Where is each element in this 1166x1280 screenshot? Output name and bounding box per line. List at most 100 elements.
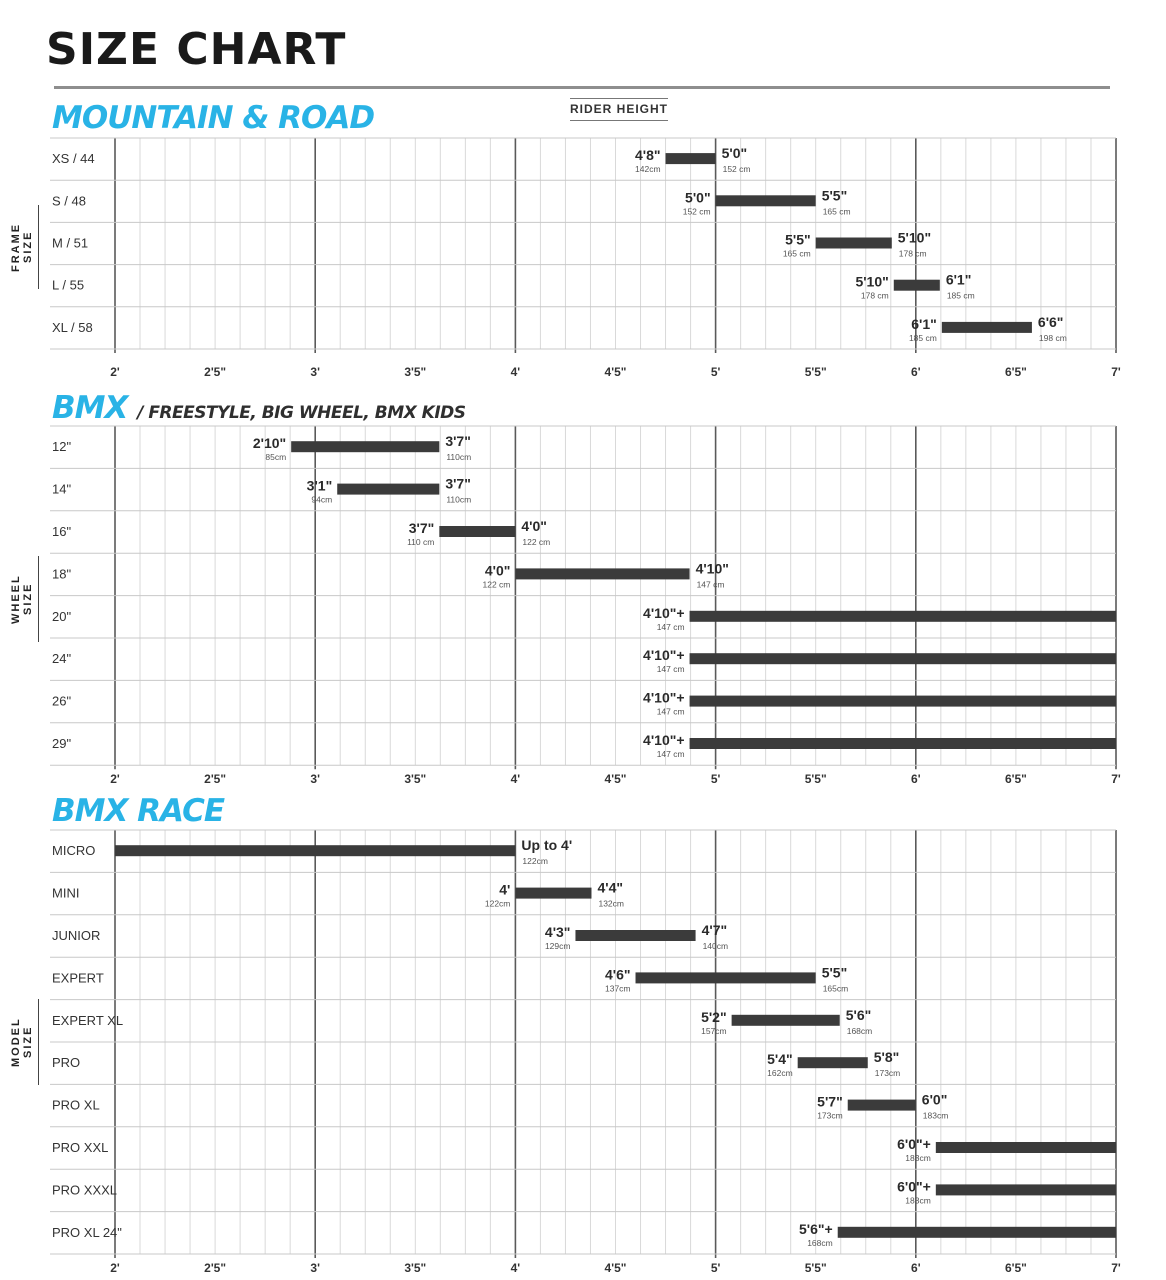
x-tick-label: 6' xyxy=(911,365,921,379)
range-start-label: 4' xyxy=(499,882,510,898)
range-bar xyxy=(715,195,816,207)
range-end-cm: 178 cm xyxy=(899,249,927,259)
range-end-label: 4'0" xyxy=(521,518,547,534)
x-tick-label: 4'5" xyxy=(605,1261,627,1275)
x-tick-label: 6'5" xyxy=(1005,772,1027,786)
range-end-cm: 110cm xyxy=(446,452,471,462)
section-title-bmx-race: BMX RACE xyxy=(52,793,225,829)
range-bar xyxy=(635,972,816,984)
x-tick-label: 3' xyxy=(310,365,320,379)
range-end-label: 5'6" xyxy=(846,1007,872,1023)
range-start-label: 2'10" xyxy=(253,435,286,451)
row-label: MINI xyxy=(52,886,79,901)
x-tick-label: 4' xyxy=(511,1261,521,1275)
range-end-cm: 165 cm xyxy=(823,206,851,216)
range-start-cm: 147 cm xyxy=(657,707,685,717)
row-label: L / 55 xyxy=(52,278,84,293)
x-tick-label: 4' xyxy=(511,772,521,786)
range-bar xyxy=(689,738,1116,749)
range-start-label: 5'2" xyxy=(701,1009,727,1025)
range-end-label: 5'8" xyxy=(874,1049,900,1065)
range-start-label: 3'7" xyxy=(409,520,435,536)
row-label: MICRO xyxy=(52,843,95,858)
range-bar xyxy=(689,695,1116,707)
range-start-label: 5'5" xyxy=(785,232,811,248)
range-start-cm: 142cm xyxy=(635,164,661,174)
x-tick-label: 5'5" xyxy=(805,365,827,379)
row-label: XS / 44 xyxy=(52,151,95,166)
range-end-cm: 132cm xyxy=(598,899,624,909)
range-bar xyxy=(689,653,1116,665)
row-label: PRO XL xyxy=(52,1098,100,1113)
x-tick-label: 2'5" xyxy=(204,365,226,379)
x-tick-label: 2' xyxy=(110,772,120,786)
x-tick-label: 5' xyxy=(711,1261,721,1275)
range-end-cm: 165cm xyxy=(823,983,849,993)
range-end-cm: 168cm xyxy=(847,1026,873,1036)
x-tick-label: 3'5" xyxy=(404,1261,426,1275)
chart-bmx-group: 2' 2'5" 3' 3'5" 4' 4'5" 5' 5'5" 6' 6'5" 7' 12" 2'10"… xyxy=(50,425,1121,786)
range-start-cm: 152 cm xyxy=(683,206,711,216)
range-end-label: 3'7" xyxy=(445,433,471,449)
chart-bmx-race-group: 2' 2'5" 3' 3'5" 4' 4'5" 5' 5'5" 6' 6'5" 7' MICRO Up … xyxy=(50,829,1121,1275)
range-bar xyxy=(941,321,1032,333)
range-start-label: 4'8" xyxy=(635,147,661,163)
range-start-cm: 183cm xyxy=(905,1153,931,1163)
x-tick-label: 6'5" xyxy=(1005,365,1027,379)
x-tick-label: 5'5" xyxy=(805,1261,827,1275)
range-bar xyxy=(115,845,516,857)
range-end-cm: 183cm xyxy=(923,1111,949,1121)
row-label: EXPERT XL xyxy=(52,1013,123,1028)
row-label: 16" xyxy=(52,524,71,539)
range-bar xyxy=(797,1057,868,1069)
x-tick-label: 7' xyxy=(1111,1261,1121,1275)
range-start-label: 5'0" xyxy=(685,189,711,205)
x-tick-label: 6' xyxy=(911,1261,921,1275)
range-bar xyxy=(575,930,696,941)
range-start-label: 5'7" xyxy=(817,1094,843,1110)
range-start-cm: 129cm xyxy=(545,941,571,951)
range-bar xyxy=(515,887,592,899)
range-end-label: 5'0" xyxy=(722,145,748,161)
range-end-cm: 122 cm xyxy=(522,537,550,547)
range-start-cm: 183cm xyxy=(905,1195,931,1205)
range-start-cm: 110 cm xyxy=(407,537,434,547)
section-subtitle-bmx: / FREESTYLE, BIG WHEEL, BMX KIDS xyxy=(137,403,466,423)
range-bar xyxy=(337,483,440,495)
range-start-cm: 165 cm xyxy=(783,249,811,259)
section-title-bmx: BMX / FREESTYLE, BIG WHEEL, BMX KIDS xyxy=(52,390,466,431)
x-tick-label: 2'5" xyxy=(204,772,226,786)
range-start-label: 6'0"+ xyxy=(897,1178,931,1194)
range-start-label: 6'1" xyxy=(911,316,937,332)
page-title: SIZE CHART xyxy=(46,24,347,75)
range-start-label: 6'0"+ xyxy=(897,1136,931,1152)
range-start-label: 4'10"+ xyxy=(643,605,685,621)
range-start-cm: 122 cm xyxy=(483,579,511,589)
row-label: 12" xyxy=(52,439,71,454)
row-label: 18" xyxy=(52,566,71,581)
x-tick-label: 6' xyxy=(911,772,921,786)
range-bar xyxy=(815,237,892,249)
x-tick-label: 2' xyxy=(110,365,120,379)
range-bar xyxy=(665,153,716,165)
section-title-bmx-main: BMX xyxy=(52,390,128,426)
range-start-cm: 168cm xyxy=(807,1238,833,1248)
range-end-label: 5'10" xyxy=(898,230,931,246)
title-divider xyxy=(54,86,1110,89)
x-tick-label: 2' xyxy=(110,1261,120,1275)
row-label: 14" xyxy=(52,482,71,497)
range-start-label: 4'0" xyxy=(485,562,511,578)
row-label: JUNIOR xyxy=(52,928,100,943)
range-end-label: 5'5" xyxy=(822,964,848,980)
x-tick-label: 3'5" xyxy=(404,772,426,786)
range-start-label: 5'6"+ xyxy=(799,1221,833,1237)
x-tick-label: 4' xyxy=(511,365,521,379)
x-tick-label: 3'5" xyxy=(404,365,426,379)
range-start-cm: 147 cm xyxy=(657,664,685,674)
range-end-label: 4'7" xyxy=(702,922,728,938)
range-end-label: Up to 4' xyxy=(521,837,572,853)
range-bar xyxy=(893,279,940,291)
range-start-label: 5'10" xyxy=(855,274,888,290)
x-tick-label: 3' xyxy=(310,1261,320,1275)
